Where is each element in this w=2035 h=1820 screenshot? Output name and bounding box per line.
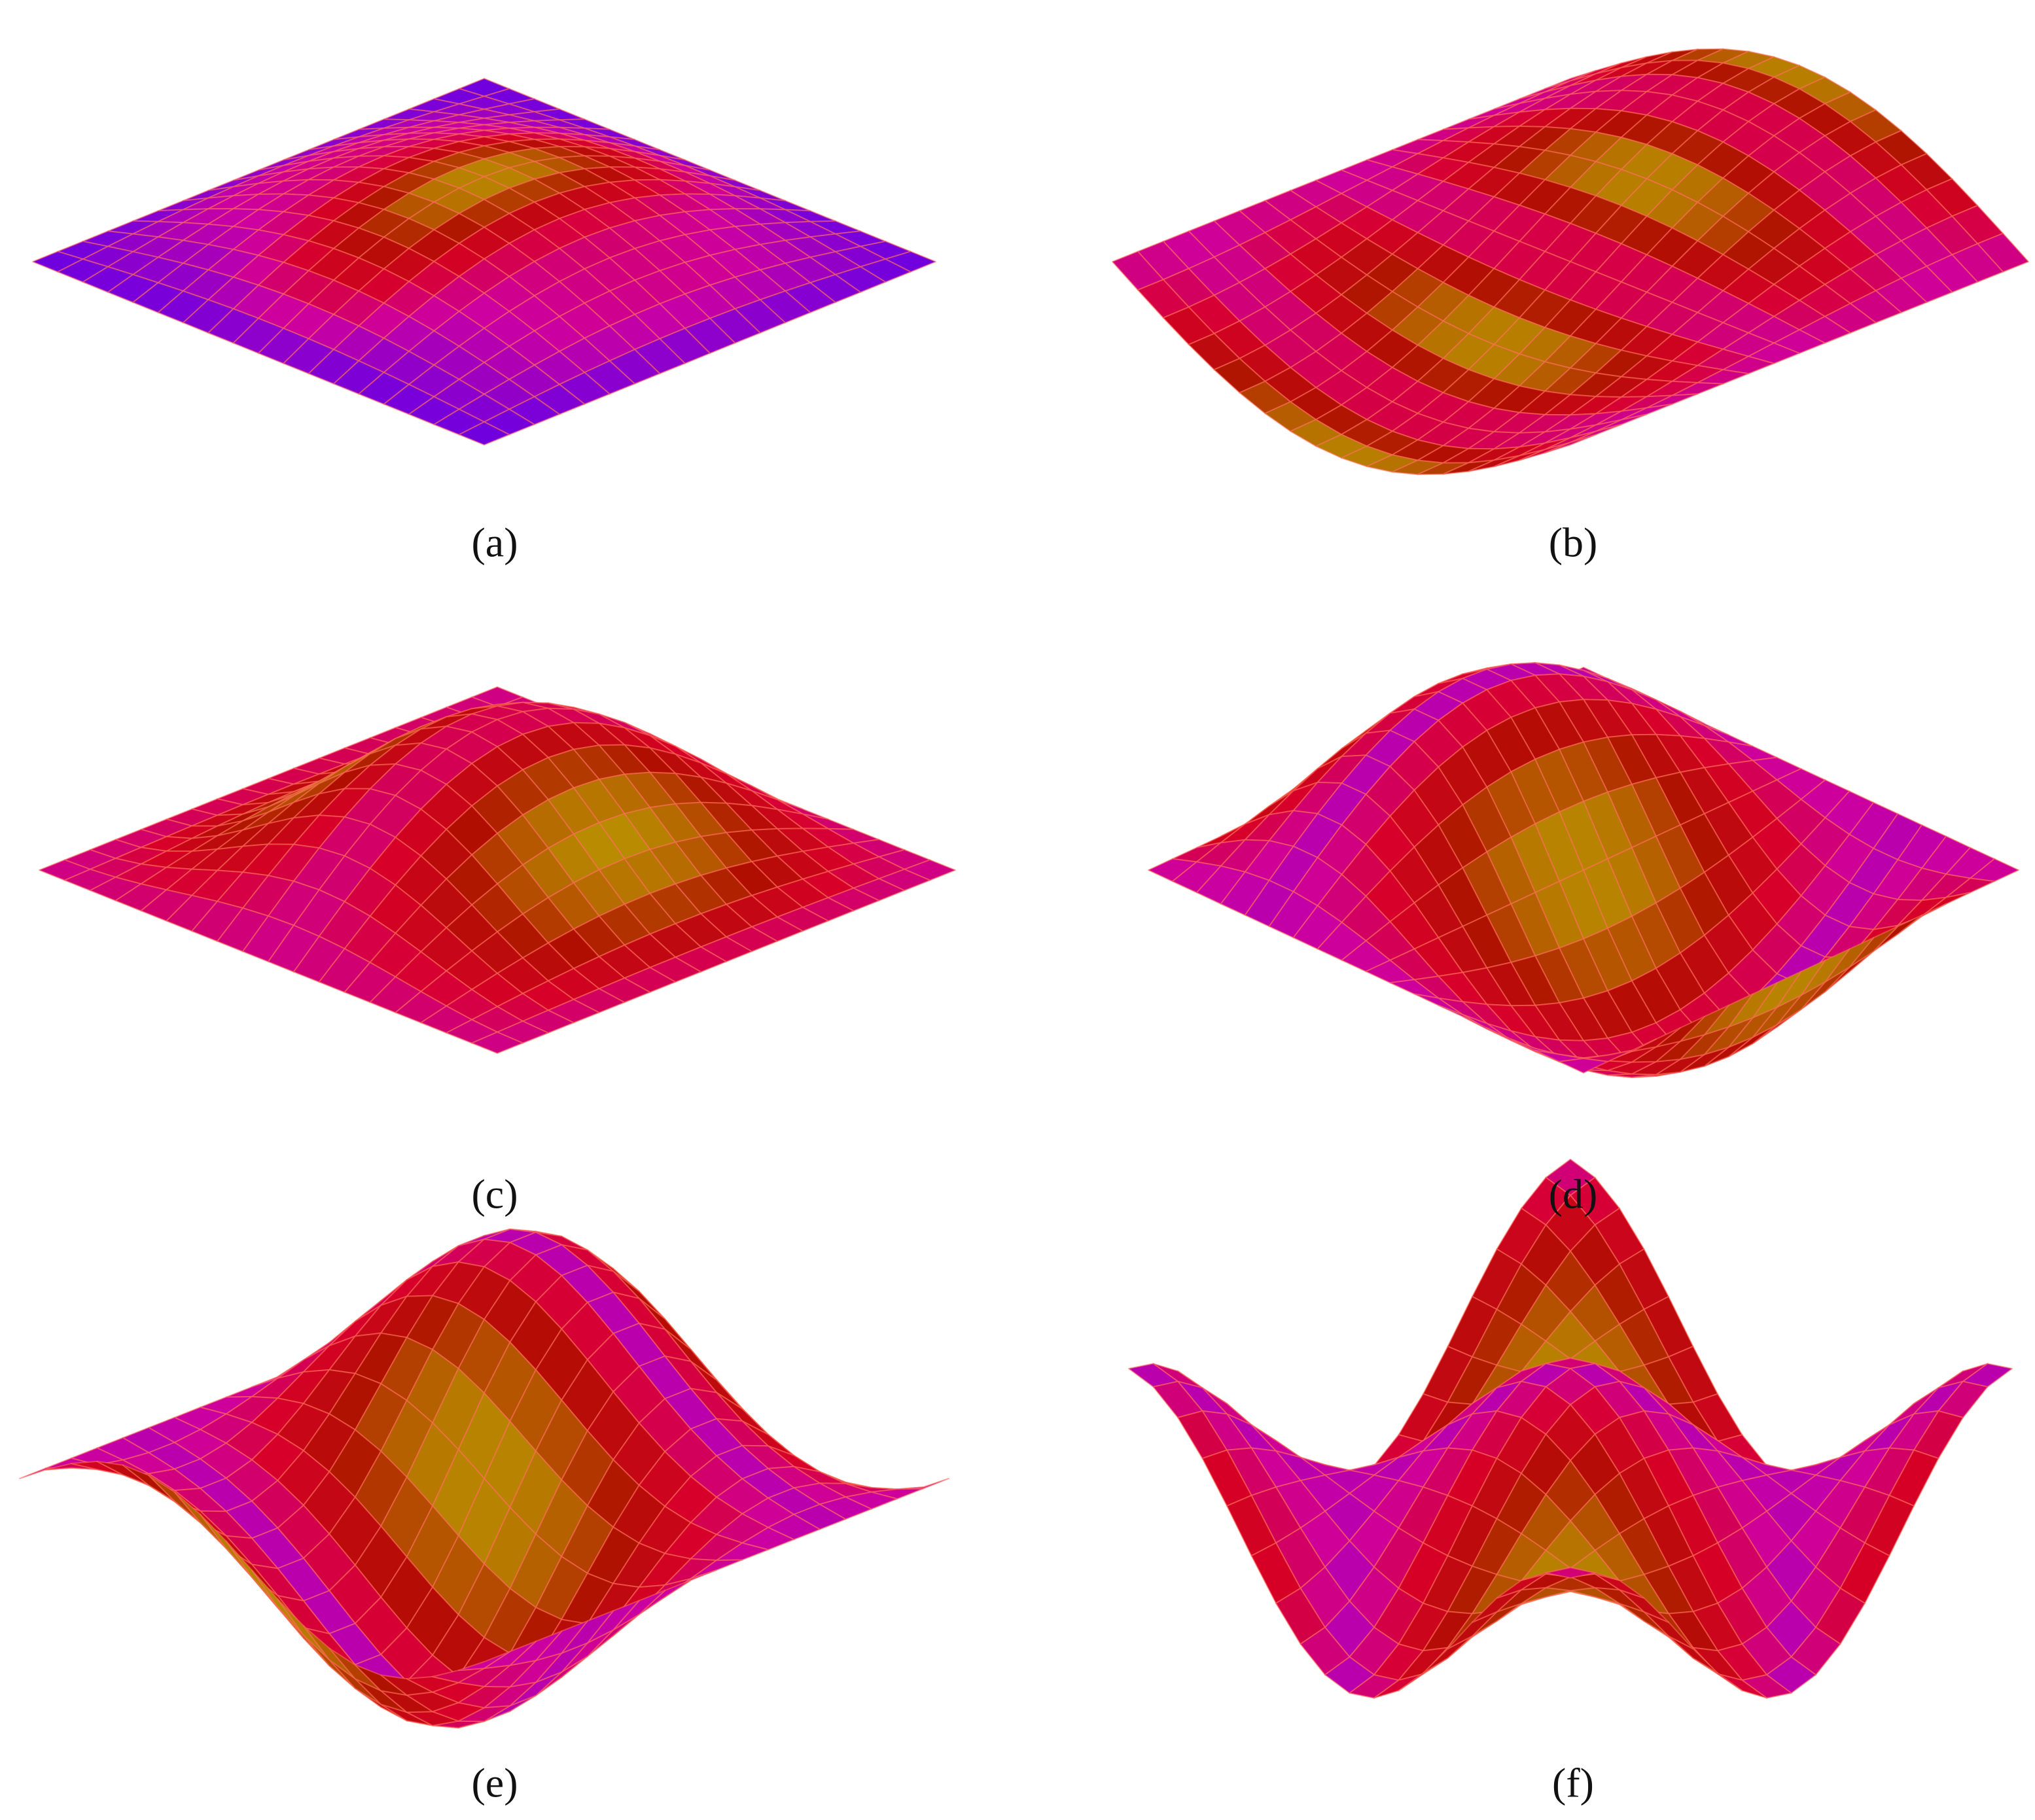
surface-plot — [19, 1228, 949, 1729]
surface-plot — [39, 686, 956, 1054]
panel-label: (d) — [1549, 1171, 1598, 1217]
surface-plot — [1128, 1159, 2013, 1699]
panel-label: (f) — [1552, 1760, 1594, 1806]
panel-label: (c) — [471, 1171, 518, 1217]
panel-label: (b) — [1549, 519, 1598, 566]
mesh-cell — [1544, 434, 1597, 454]
mesh-cell — [1559, 1058, 1608, 1074]
panel-label: (e) — [471, 1760, 518, 1806]
surfaces — [19, 48, 2029, 1729]
surface-plot — [1112, 48, 2029, 476]
surface-plot — [32, 78, 936, 446]
panel-label: (a) — [471, 519, 518, 566]
mesh-cell — [458, 421, 510, 446]
mesh-cell — [1545, 1567, 1596, 1579]
mesh-cell — [471, 1031, 523, 1054]
mesh-cell — [457, 1651, 511, 1671]
mesh-cell — [896, 1478, 949, 1490]
surface-plot — [1148, 662, 2019, 1078]
